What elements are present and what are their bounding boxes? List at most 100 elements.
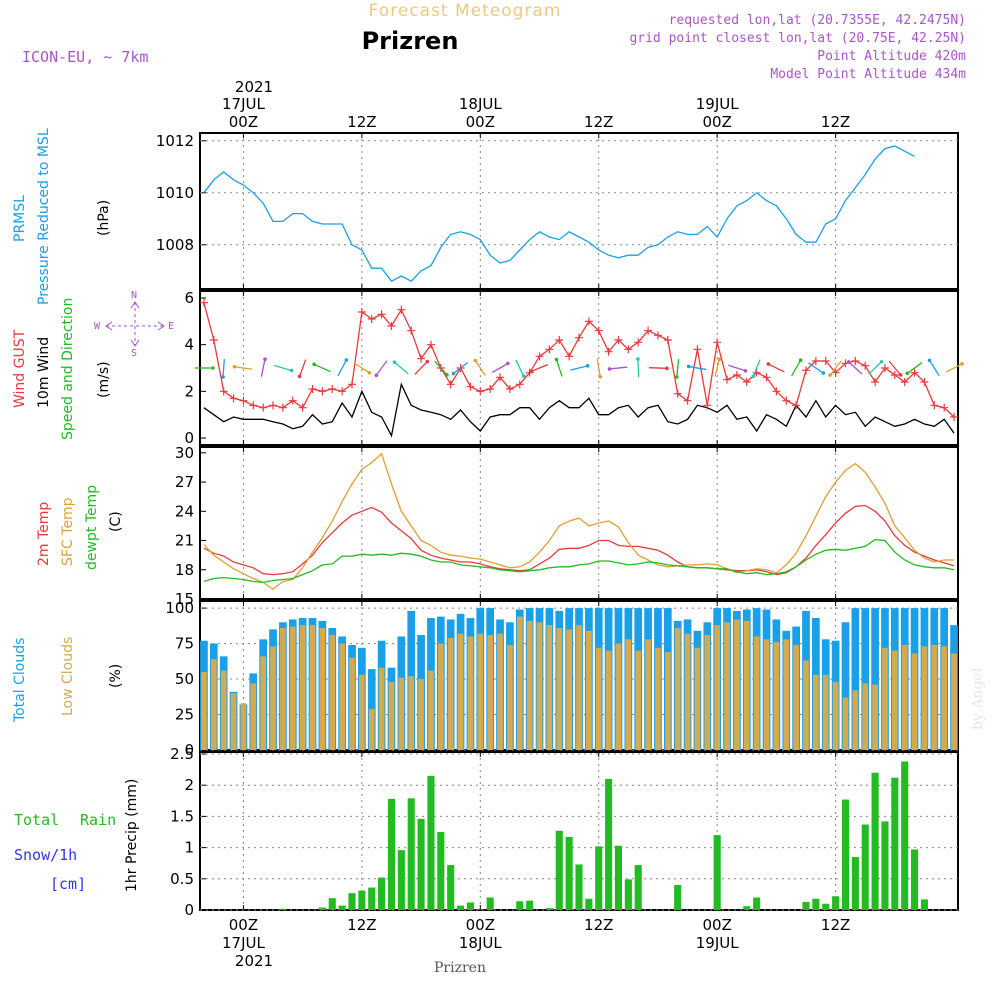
top-year-label: 2021	[235, 78, 273, 96]
wind-arrow-head	[905, 371, 910, 376]
gust-marker	[831, 368, 840, 377]
wind-direction-arrow	[414, 361, 428, 375]
low-cloud-bar	[388, 681, 395, 750]
low-cloud-bar	[289, 626, 296, 750]
bottom-year-label: 2021	[235, 952, 273, 970]
wind-direction-arrow	[453, 361, 469, 375]
wind-arrow-head	[828, 373, 832, 377]
gust-marker	[940, 403, 949, 412]
y-tick-label: 6	[184, 289, 194, 307]
wind-arrow-head	[221, 375, 225, 379]
gust-marker	[772, 387, 781, 396]
rain-bar	[674, 885, 682, 910]
y-tick-label: 1	[184, 839, 194, 857]
wind-direction-arrow	[906, 362, 923, 374]
gust-marker	[890, 371, 899, 379]
wind-arrow-head	[392, 360, 397, 365]
closest-coords: grid point closest lon,lat (20.75E, 42.2…	[629, 31, 966, 46]
gust-marker	[624, 345, 633, 354]
low-cloud-bar	[477, 633, 484, 750]
wind-label-1: Wind GUST	[12, 329, 28, 408]
rain-bar	[387, 798, 396, 910]
model-label: ICON-EU, ~ 7km	[22, 48, 148, 66]
top-hour-label: 12Z	[347, 113, 376, 131]
low-cloud-bar	[941, 646, 948, 750]
low-cloud-bar	[329, 635, 336, 750]
wind-direction-arrow	[530, 364, 549, 372]
wind-direction-arrow	[234, 366, 253, 370]
temp-label-2: SFC Temp	[60, 497, 76, 566]
footer-location: Prizren	[434, 960, 486, 976]
gust-marker	[515, 380, 524, 389]
rain-bar	[279, 908, 287, 910]
top-date-label: 17JUL	[222, 95, 265, 113]
gust-marker	[486, 385, 495, 393]
app-title: Forecast Meteogram	[369, 1, 562, 21]
rain-bar	[920, 899, 928, 910]
rain-bar	[624, 879, 632, 910]
low-cloud-bar	[201, 671, 207, 750]
cloud-labels: Total Clouds Low Clouds (%)	[12, 637, 124, 723]
gust-marker	[446, 380, 455, 389]
wind-label-3: Speed and Direction	[60, 298, 76, 440]
low-cloud-bar	[655, 647, 661, 750]
panel-frame-2	[199, 446, 959, 600]
pressure-unit: (hPa)	[96, 200, 112, 236]
low-cloud-bar	[852, 690, 859, 750]
gust-marker	[249, 401, 258, 410]
gust-marker	[614, 336, 623, 344]
temp-line-1	[203, 452, 955, 591]
low-cloud-bar	[319, 627, 326, 750]
compass-w: W	[94, 321, 101, 332]
gust-marker	[920, 378, 929, 386]
low-cloud-bar	[911, 653, 918, 750]
top-hour-label: 00Z	[466, 113, 495, 131]
low-cloud-bar	[625, 639, 632, 750]
gust-marker	[792, 401, 801, 410]
low-cloud-bar	[368, 708, 375, 750]
wind-arrow-head	[367, 370, 372, 375]
low-cloud-bar	[576, 625, 582, 750]
y-tick-label: 2.5	[170, 745, 194, 763]
low-cloud-bar	[220, 670, 227, 750]
bottom-date-label: 19JUL	[696, 934, 739, 952]
wind-direction-arrow	[768, 363, 785, 373]
low-cloud-bar	[684, 633, 691, 750]
bottom-hour-label: 12Z	[821, 916, 850, 934]
rain-bar	[802, 901, 810, 910]
rain-bar	[526, 900, 534, 910]
compass-s-arrow	[130, 339, 140, 347]
temp-line-0	[203, 504, 955, 576]
precip-labels: Total Rain Snow/1h [cm] 1hr Precip (mm)	[14, 779, 140, 893]
low-cloud-bar	[872, 684, 878, 750]
gust-marker	[308, 385, 317, 393]
low-cloud-bar	[615, 643, 622, 750]
wind-arrow-head	[585, 364, 590, 368]
bottom-hour-label: 00Z	[466, 916, 495, 934]
gust-marker	[703, 401, 712, 410]
wind-direction-arrow	[474, 360, 486, 376]
gust-marker	[861, 361, 870, 370]
gust-marker	[811, 357, 820, 365]
wind-arrow-head	[751, 374, 756, 379]
rain-bar	[585, 898, 593, 910]
pressure-label-2: Pressure Reduced to MSL	[36, 128, 52, 305]
wind-arrow-head	[686, 364, 691, 369]
wind-arrow-head	[879, 359, 884, 364]
top-hour-label: 12Z	[821, 113, 850, 131]
rain-bar	[634, 865, 642, 910]
rain-bar	[595, 846, 603, 910]
rain-bar	[358, 890, 366, 910]
wind-direction-arrow	[609, 366, 628, 370]
wind-arrow-head	[211, 366, 215, 370]
wind-direction-arrow	[868, 361, 883, 375]
rain-bar	[486, 897, 494, 910]
gust-marker	[338, 387, 347, 396]
compass-n: N	[131, 290, 137, 301]
low-cloud-bar	[526, 620, 533, 750]
gust-marker	[377, 310, 386, 319]
y-tick-label: 50	[175, 670, 194, 688]
rain-bar	[881, 821, 889, 910]
point-altitude: Point Altitude 420m	[817, 49, 966, 64]
wind-arrow-head	[297, 374, 302, 379]
